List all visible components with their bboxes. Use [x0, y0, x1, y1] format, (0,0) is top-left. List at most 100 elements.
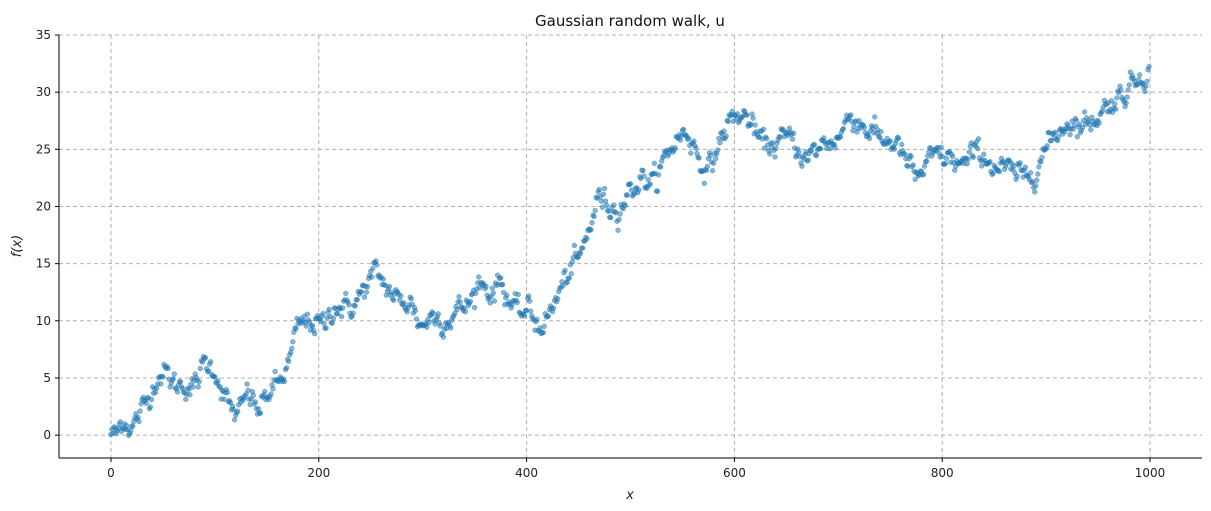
- data-point: [170, 376, 176, 382]
- data-point: [1044, 143, 1050, 149]
- data-point: [923, 158, 930, 164]
- data-point: [255, 406, 262, 412]
- data-point: [1126, 82, 1132, 88]
- data-point: [848, 112, 854, 118]
- data-point: [761, 145, 768, 151]
- chart-title: Gaussian random walk, u: [535, 12, 725, 30]
- data-point: [412, 307, 419, 314]
- data-point: [435, 311, 441, 317]
- data-point: [283, 365, 290, 371]
- data-point: [616, 216, 622, 223]
- data-point: [1081, 109, 1088, 115]
- data-point: [1076, 121, 1083, 127]
- data-point: [497, 275, 504, 281]
- data-point: [320, 311, 326, 317]
- data-point: [1067, 132, 1073, 138]
- data-point: [603, 202, 610, 208]
- data-point: [970, 154, 977, 160]
- data-point: [224, 389, 230, 396]
- data-point: [128, 428, 134, 434]
- data-point: [424, 324, 430, 330]
- data-point: [902, 151, 908, 157]
- data-point: [205, 368, 212, 374]
- x-tick-label: 0: [107, 466, 115, 480]
- data-point: [938, 144, 944, 150]
- data-point: [160, 374, 166, 380]
- data-point: [268, 391, 274, 397]
- data-point: [352, 303, 358, 309]
- data-point: [235, 408, 241, 414]
- data-point: [1113, 106, 1119, 112]
- data-point: [569, 259, 575, 265]
- data-point: [158, 381, 164, 387]
- data-point: [1011, 163, 1017, 169]
- data-point: [577, 250, 584, 256]
- data-point: [343, 290, 349, 297]
- data-point: [257, 410, 264, 416]
- data-point: [281, 378, 288, 385]
- data-point: [710, 160, 717, 166]
- data-point: [187, 392, 193, 398]
- data-point: [773, 145, 779, 152]
- data-point: [334, 311, 341, 317]
- data-point: [910, 162, 916, 168]
- data-point: [311, 331, 318, 337]
- data-point: [1039, 154, 1045, 161]
- data-point: [515, 291, 521, 298]
- data-point: [912, 176, 918, 183]
- data-point: [456, 293, 462, 300]
- data-point: [680, 126, 687, 133]
- data-point: [329, 320, 335, 326]
- data-point: [1108, 98, 1115, 104]
- data-point: [208, 359, 214, 365]
- data-point: [772, 154, 778, 160]
- data-point: [1017, 160, 1023, 166]
- data-point: [195, 384, 201, 390]
- data-point: [408, 296, 414, 302]
- data-point: [701, 180, 707, 187]
- data-point: [413, 316, 420, 322]
- data-point: [723, 133, 729, 139]
- data-point: [430, 310, 436, 317]
- data-point: [636, 187, 642, 193]
- data-point: [471, 304, 478, 311]
- y-tick-label: 15: [36, 257, 51, 271]
- data-point: [592, 207, 598, 214]
- data-point: [1114, 95, 1120, 101]
- data-point: [979, 163, 985, 169]
- data-point: [1038, 159, 1044, 165]
- data-point: [647, 181, 653, 187]
- data-point: [527, 298, 533, 304]
- data-point: [622, 202, 628, 209]
- data-point: [401, 300, 407, 306]
- data-point: [707, 153, 714, 159]
- data-point: [369, 274, 375, 280]
- data-point: [270, 386, 276, 392]
- data-point: [655, 172, 662, 178]
- data-point: [1035, 171, 1041, 177]
- data-point: [686, 135, 692, 141]
- x-tick-label: 600: [723, 466, 746, 480]
- data-point: [624, 192, 631, 198]
- data-point: [1027, 170, 1034, 176]
- data-point: [136, 418, 142, 425]
- data-point: [813, 152, 820, 159]
- data-point: [462, 309, 468, 315]
- y-tick-label: 30: [36, 85, 51, 99]
- data-point: [380, 276, 386, 282]
- data-point: [891, 146, 898, 152]
- data-point: [272, 368, 278, 375]
- data-point: [744, 112, 750, 118]
- data-point: [231, 417, 238, 423]
- data-point: [467, 298, 474, 305]
- data-point: [796, 149, 802, 155]
- data-point: [174, 389, 181, 395]
- data-point: [490, 290, 496, 296]
- data-point: [386, 283, 393, 290]
- y-tick-label: 10: [36, 314, 51, 328]
- data-point: [601, 185, 608, 192]
- data-point: [799, 163, 805, 169]
- data-point: [1034, 177, 1040, 183]
- data-point: [1112, 101, 1118, 107]
